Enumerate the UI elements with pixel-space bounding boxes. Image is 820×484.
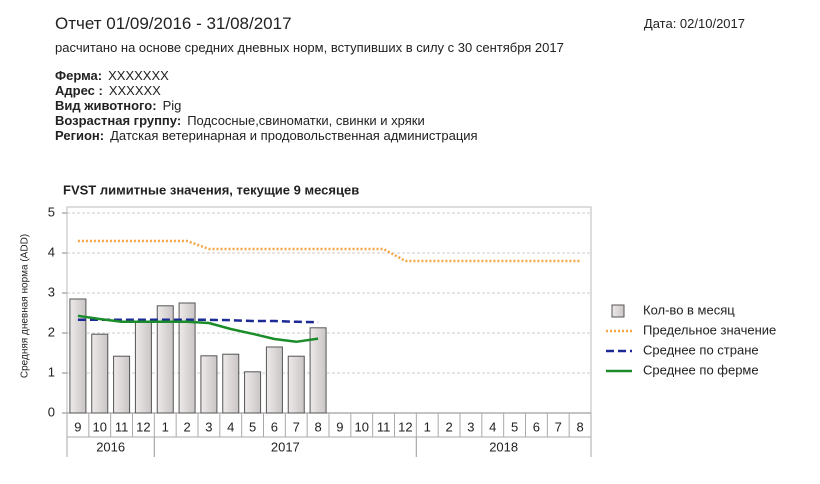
x-tick-label: 2 [445,419,452,434]
report-subtitle: расчитано на основе средних дневных норм… [55,40,564,55]
field-label: Возрастная группу: [55,113,182,128]
x-tick-label: 8 [314,419,321,434]
field-value: Pig [162,98,182,113]
report-date: Дата: 02/10/2017 [643,16,745,31]
legend-swatch [611,304,625,318]
bar [222,353,240,414]
y-tick-label: 2 [48,324,55,339]
line-series [77,239,581,263]
field-value: Датская ветеринарная и продовольственная… [110,128,478,143]
legend-label: Предельное значение [643,322,776,337]
field-value: XXXXXX [108,83,161,98]
field-value: XXXXXXX [108,68,169,83]
y-tick-label: 1 [48,364,55,379]
y-tick-label: 0 [48,404,55,419]
x-tick-label: 11 [115,419,129,434]
legend-label: Кол-во в месяц [643,302,735,317]
field-row: Ферма: XXXXXXX [55,68,169,83]
y-tick-label: 4 [48,244,55,259]
x-tick-label: 10 [355,419,369,434]
field-value: Подсосные,свиноматки, свинки и хряки [187,113,425,128]
x-tick-label: 9 [74,419,81,434]
x-tick-label: 10 [93,419,107,434]
year-label: 2017 [271,439,300,454]
x-tick-label: 4 [489,419,496,434]
x-tick-label: 6 [271,419,278,434]
field-label: Адрес : [55,83,103,98]
field-label: Регион: [55,128,105,143]
bar [69,298,87,414]
bar [309,327,327,414]
field-row: Регион: Датская ветеринарная и продовольс… [55,128,478,143]
y-tick-label: 5 [48,204,55,219]
x-tick-label: 6 [533,419,540,434]
y-axis-label: Средняя дневная норма (ADD) [20,234,31,378]
x-tick-label: 12 [398,419,412,434]
chart-title: FVST лимитные значения, текущие 9 месяце… [63,182,359,197]
bar [244,371,262,414]
bar [287,355,305,414]
x-tick-label: 4 [227,419,234,434]
x-tick-label: 7 [293,419,300,434]
year-label: 2018 [489,439,518,454]
legend-label: Среднее по ферме [643,362,759,377]
bar [91,333,109,414]
x-tick-label: 1 [162,419,169,434]
field-row: Возрастная группу: Подсосные,свиноматки, … [55,113,425,128]
y-tick-label: 3 [48,284,55,299]
x-tick-label: 3 [467,419,474,434]
x-tick-label: 1 [424,419,431,434]
legend-label: Среднее по стране [643,342,759,357]
bar [113,355,131,414]
x-tick-label: 8 [576,419,583,434]
bar [178,302,196,414]
year-label: 2016 [96,439,125,454]
report-title: Отчет 01/09/2016 - 31/08/2017 [55,14,292,33]
field-label: Ферма: [55,68,103,83]
field-row: Вид животного: Pig [55,98,181,113]
x-tick-label: 5 [511,419,518,434]
line-series [77,314,319,344]
x-tick-label: 2 [183,419,190,434]
bar [156,305,174,414]
x-tick-label: 12 [136,419,150,434]
field-row: Адрес : XXXXXX [55,83,161,98]
x-tick-label: 9 [336,419,343,434]
bar [200,355,218,414]
field-label: Вид животного: [55,98,157,113]
x-tick-label: 5 [249,419,256,434]
x-tick-label: 3 [205,419,212,434]
x-tick-label: 11 [377,419,391,434]
line-series [77,318,319,324]
x-tick-label: 7 [555,419,562,434]
bar [265,346,283,414]
bar [134,321,152,414]
